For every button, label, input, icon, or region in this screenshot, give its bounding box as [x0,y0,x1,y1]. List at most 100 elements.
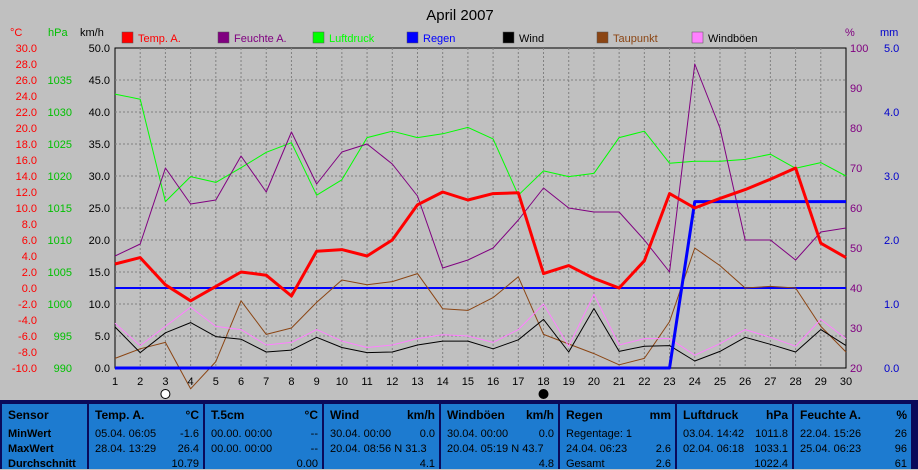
t5cm-min-time: 00.00. 00:00 [211,428,273,440]
humidity-avg-value: 61 [894,458,907,470]
temp-axis-tick: 4.0 [22,251,37,263]
legend-swatch [312,31,325,44]
pressure-axis-tick: 1015 [48,203,72,215]
pressure-axis-unit: hPa [48,27,68,39]
pressure-column: Luftdruck hPa 03.04. 14:42 1011.8 02.04.… [677,404,792,470]
gust-min-value: 0.0 [538,428,554,440]
temp-axis-tick: 10.0 [16,203,37,215]
wind-header: Wind [330,408,360,422]
temp-min-value: -1.6 [180,428,199,440]
x-tick-label: 19 [563,376,575,388]
max-label: MaxWert [8,443,54,455]
humidity-axis-tick: 100 [850,43,868,55]
series-line-temp-a [114,166,847,303]
pressure-avg-value: 1022.4 [754,458,788,470]
rain-unit: mm [649,408,671,422]
temp-column: Temp. A. °C 05.04. 06:05 -1.6 28.04. 13:… [89,404,203,470]
gust-header: Windböen [447,408,505,422]
rain-axis-tick: 2.0 [884,235,899,247]
temp-max-value: 26.4 [177,443,199,455]
wind-axis-tick: 30.0 [89,171,110,183]
x-tick-label: 22 [638,376,650,388]
humidity-min-value: 26 [894,428,907,440]
x-tick-label: 9 [314,376,320,388]
series-line-windb-en [114,293,847,356]
gust-avg-value: 4.8 [538,458,554,470]
legend-swatch [217,31,230,44]
rain-axis-tick: 3.0 [884,171,899,183]
pressure-axis-tick: 1035 [48,75,72,87]
temp-axis-tick: 26.0 [16,75,37,87]
temp-axis-tick: -6.0 [18,331,37,343]
temp-axis-tick: 2.0 [22,267,37,279]
wind-axis-tick: 0.0 [95,363,110,375]
series-line-wind [114,308,847,362]
humidity-axis-tick: 90 [850,83,862,95]
humidity-axis-tick: 50 [850,243,862,255]
legend-label: Luftdruck [329,33,375,45]
legend-label: Temp. A. [138,33,181,45]
x-tick-label: 12 [386,376,398,388]
pressure-axis-tick: 1030 [48,107,72,119]
series-line-taupunkt [114,247,847,390]
pressure-axis-tick: 1000 [48,299,72,311]
wind-avg-value: 4.1 [419,458,435,470]
rain-header: Regen [566,408,603,422]
x-tick-label: 8 [288,376,294,388]
series-line-feuchte-a [114,63,847,273]
legend-label: Windböen [708,33,758,45]
humidity-axis-unit: % [845,27,855,39]
humidity-column: Feuchte A. % 22.04. 15:26 26 25.04. 06:2… [794,404,911,470]
wind-unit: km/h [406,408,435,422]
rain-max-time: 24.04. 06:23 [566,443,628,455]
x-tick-label: 13 [411,376,423,388]
pressure-axis-tick: 995 [54,331,72,343]
wind-axis-tick: 35.0 [89,139,110,151]
t5cm-max-time: 00.00. 00:00 [211,443,273,455]
temp-axis-tick: 0.0 [22,283,37,295]
temp-axis-tick: 6.0 [22,235,37,247]
pressure-max-value: 1033.1 [754,443,788,455]
humidity-axis-tick: 70 [850,163,862,175]
legend-label: Taupunkt [613,33,658,45]
temp-axis-tick: -8.0 [18,347,37,359]
wind-max-time: 20.04. 08:56 N 31.3 [330,443,427,455]
x-tick-label: 7 [263,376,269,388]
x-tick-label: 21 [613,376,625,388]
rain-axis-tick: 1.0 [884,299,899,311]
wind-min-time: 30.04. 00:00 [330,428,392,440]
x-tick-label: 24 [689,376,701,388]
t5cm-min-value: -- [310,428,318,440]
humidity-axis-tick: 80 [850,123,862,135]
rain-axis-tick: 4.0 [884,107,899,119]
temp-axis-tick: 12.0 [16,187,37,199]
humidity-min-time: 22.04. 15:26 [800,428,862,440]
temp-axis-tick: 22.0 [16,107,37,119]
x-tick-label: 15 [462,376,474,388]
humidity-axis-tick: 20 [850,363,862,375]
sensor-header: Sensor [8,408,49,422]
humidity-axis-tick: 60 [850,203,862,215]
rain-total-value: 2.6 [655,458,671,470]
humidity-header: Feuchte A. [800,408,861,422]
temp-axis-tick: 8.0 [22,219,37,231]
pressure-axis-tick: 1005 [48,267,72,279]
pressure-unit: hPa [765,408,788,422]
pressure-min-value: 1011.8 [755,428,788,440]
x-tick-label: 5 [213,376,219,388]
temp-axis-tick: 18.0 [16,139,37,151]
avg-label: Durchschnitt [8,458,76,470]
wind-axis-tick: 40.0 [89,107,110,119]
rain-axis-tick: 5.0 [884,43,899,55]
wind-axis-tick: 15.0 [89,267,110,279]
x-tick-label: 14 [437,376,449,388]
x-tick-label: 17 [512,376,524,388]
temp-axis-tick: 28.0 [16,59,37,71]
x-tick-label: 29 [815,376,827,388]
x-tick-label: 4 [188,376,194,388]
temp-axis-tick: 24.0 [16,91,37,103]
wind-axis-tick: 50.0 [89,43,110,55]
humidity-unit: % [896,408,907,422]
temp-avg-value: 10.79 [171,458,199,470]
sensor-column: Sensor MinWert MaxWert Durchschnitt [2,404,87,470]
